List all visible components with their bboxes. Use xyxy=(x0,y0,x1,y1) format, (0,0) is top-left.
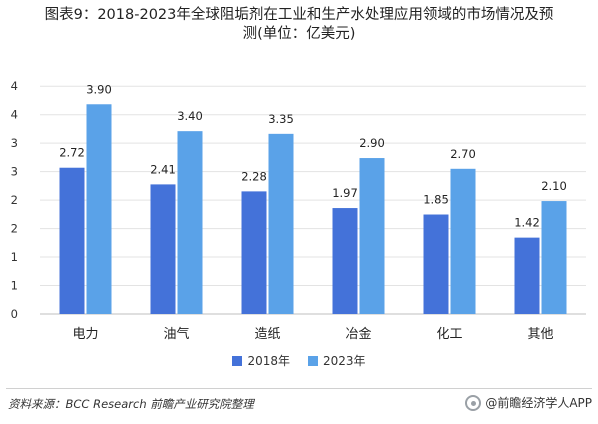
y-tick-label-0: 0 xyxy=(11,307,18,321)
y-tick-label-3: 2 xyxy=(11,222,18,236)
bar-2018-1 xyxy=(150,184,176,314)
bar-2023-4 xyxy=(450,168,476,314)
brand-credit: @前瞻经济学人APP xyxy=(465,394,592,411)
data-label-2018-2: 2.28 xyxy=(241,169,267,183)
footer-divider xyxy=(6,388,592,389)
bar-2018-3 xyxy=(332,208,358,314)
y-tick-label-4: 2 xyxy=(11,193,18,207)
legend-item-2018: 2018年 xyxy=(232,352,290,369)
data-label-2023-0: 3.90 xyxy=(86,82,112,96)
bar-2023-2 xyxy=(268,133,294,314)
bar-2023-3 xyxy=(359,158,385,314)
bar-2018-4 xyxy=(423,214,449,314)
x-tick-label-5: 其他 xyxy=(527,327,553,342)
legend-label-2023: 2023年 xyxy=(323,354,366,368)
x-tick-label-2: 造纸 xyxy=(254,327,280,342)
x-tick-label-3: 冶金 xyxy=(345,326,371,342)
chart-title-line-2: 测(单位：亿美元) xyxy=(242,26,356,42)
bar-2023-5 xyxy=(541,201,567,314)
source-note: 资料来源：BCC Research 前瞻产业研究院整理 xyxy=(8,397,254,411)
y-tick-label-2: 1 xyxy=(11,250,18,264)
bar-2018-5 xyxy=(514,237,540,314)
x-tick-label-1: 油气 xyxy=(163,326,189,342)
y-tick-label-7: 4 xyxy=(11,108,18,122)
bar-2023-0 xyxy=(86,104,112,315)
data-label-2023-2: 3.35 xyxy=(268,112,294,126)
data-label-2023-1: 3.40 xyxy=(177,109,203,123)
legend-label-2018: 2018年 xyxy=(247,354,290,368)
legend-swatch-2018 xyxy=(232,355,243,366)
x-tick-label-4: 化工 xyxy=(436,327,462,342)
data-label-2018-1: 2.41 xyxy=(150,162,176,176)
x-tick-label-0: 电力 xyxy=(72,327,98,342)
data-label-2023-3: 2.90 xyxy=(359,136,385,150)
y-tick-label-8: 4 xyxy=(11,79,18,93)
data-label-2018-0: 2.72 xyxy=(59,146,85,160)
bar-2018-0 xyxy=(59,167,85,314)
brand-logo-icon xyxy=(465,394,482,411)
chart-legend: 2018年 2023年 xyxy=(0,352,598,369)
y-tick-label-5: 3 xyxy=(11,165,18,179)
bar-2018-2 xyxy=(241,191,267,314)
data-label-2018-4: 1.85 xyxy=(423,193,449,207)
data-label-2018-5: 1.42 xyxy=(514,216,540,230)
chart-title: 图表9：2018-2023年全球阻垢剂在工业和生产水处理应用领域的市场情况及预 … xyxy=(0,6,598,44)
data-label-2023-5: 2.10 xyxy=(541,179,567,193)
y-tick-label-1: 1 xyxy=(11,279,18,293)
legend-swatch-2023 xyxy=(308,355,318,366)
chart-title-line-1: 图表9：2018-2023年全球阻垢剂在工业和生产水处理应用领域的市场情况及预 xyxy=(44,7,554,23)
data-label-2023-4: 2.70 xyxy=(450,147,476,161)
data-label-2018-3: 1.97 xyxy=(332,186,358,200)
legend-item-2023: 2023年 xyxy=(308,352,366,369)
y-tick-label-6: 3 xyxy=(11,136,18,150)
brand-label: @前瞻经济学人APP xyxy=(485,396,592,410)
bar-2023-1 xyxy=(177,131,203,314)
